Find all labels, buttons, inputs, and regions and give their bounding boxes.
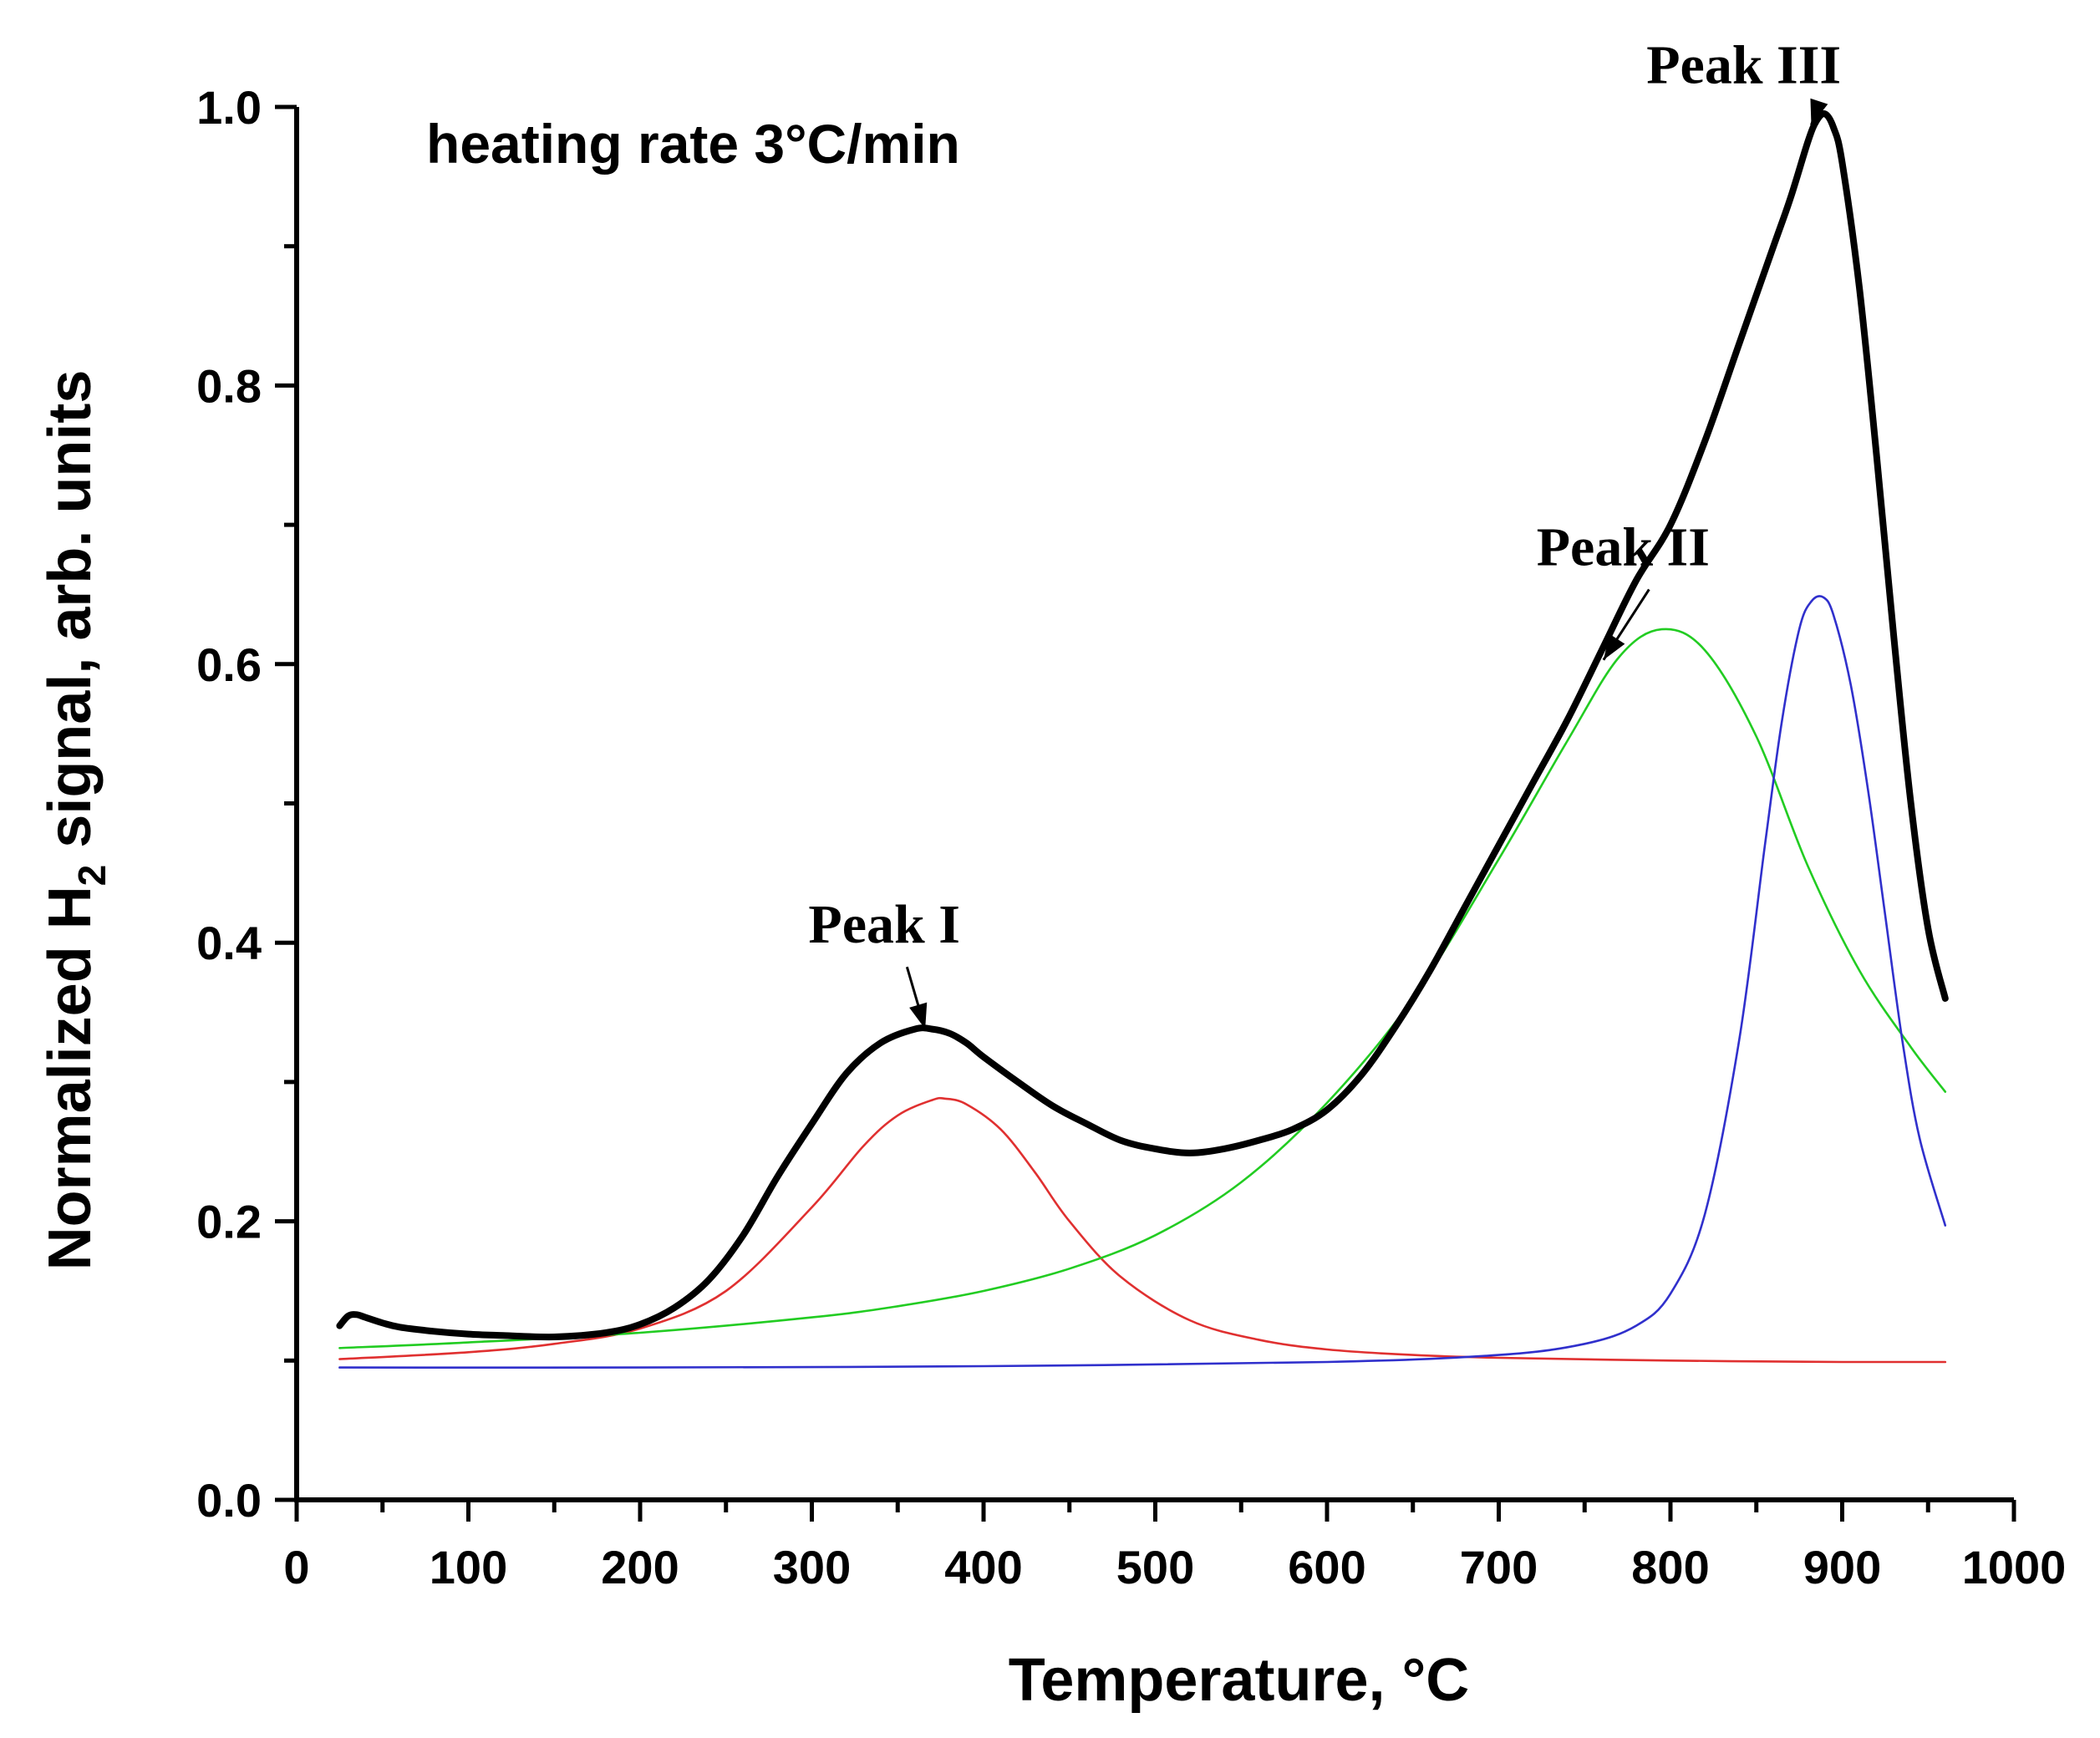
y-tick-label: 0.6 [196, 638, 262, 691]
series-layer [336, 110, 1949, 1370]
x-tick-label: 500 [1116, 1541, 1194, 1593]
x-tick-label: 700 [1460, 1541, 1538, 1593]
series-line-measured [336, 110, 1949, 1341]
x-tick-label: 200 [601, 1541, 679, 1593]
y-tick-label: 1.0 [196, 81, 262, 134]
y-tick-label: 0.8 [196, 359, 262, 412]
series-line-peak-iii-fit [338, 595, 1947, 1370]
series-line-peak-ii-fit [338, 628, 1947, 1349]
chart-title: heating rate 3°C/min [426, 113, 960, 175]
annotation-arrowhead-peak-i [909, 1002, 928, 1029]
y-axis-title-main: Normalized H [37, 886, 104, 1270]
x-tick-label: 300 [773, 1541, 851, 1593]
y-axis-title-subscript: 2 [70, 865, 114, 887]
annotation-label-peak-ii: Peak II [1537, 516, 1710, 577]
annotation-arrowhead-peak-iii [1810, 98, 1828, 125]
y-tick-label: 0.0 [196, 1474, 262, 1527]
annotation-layer: Peak I Peak II Peak III [808, 35, 1841, 1029]
x-axis-title: Temperature, °C [1009, 1647, 1470, 1714]
x-tick-label: 100 [430, 1541, 507, 1593]
x-tick-label: 0 [283, 1541, 309, 1593]
series-line-peak-i-fit [338, 1096, 1947, 1364]
y-axis-title: Normalized H2 signal, arb. units [37, 370, 114, 1271]
x-tick-label: 600 [1288, 1541, 1365, 1593]
y-tick-label: 0.2 [196, 1196, 262, 1248]
y-axis-title-rest: signal, arb. units [37, 370, 104, 865]
y-tick-label: 0.4 [196, 917, 262, 969]
x-tick-label: 800 [1631, 1541, 1709, 1593]
annotation-arrowhead-peak-ii [1603, 633, 1625, 660]
annotation-label-peak-iii: Peak III [1646, 35, 1841, 96]
x-tick-label: 900 [1803, 1541, 1881, 1593]
x-tick-label: 1000 [1962, 1541, 2067, 1593]
axes-layer: 0 100 200 300 400 500 600 700 800 900 1000 0.0 0.2 0.… [196, 81, 2066, 1593]
annotation-label-peak-i: Peak I [808, 894, 960, 955]
x-tick-label: 400 [944, 1541, 1022, 1593]
